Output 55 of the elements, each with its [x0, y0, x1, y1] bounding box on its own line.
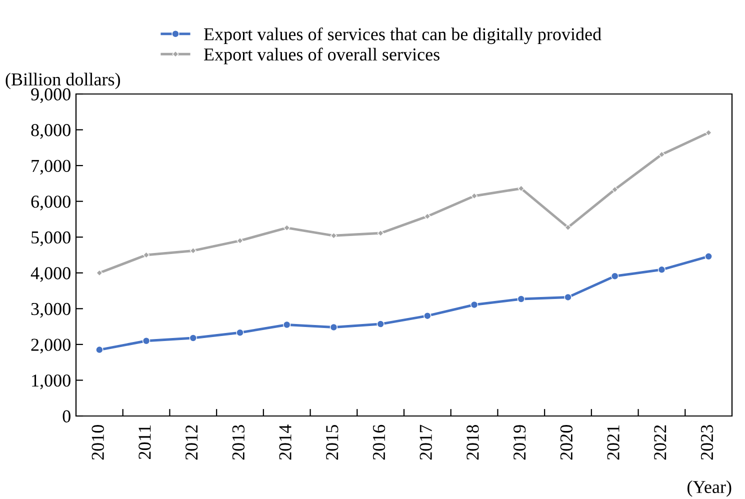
point	[518, 185, 524, 192]
y-tick-label: 7,000	[32, 160, 70, 175]
point	[330, 323, 338, 332]
x-tick-label: 2014	[279, 424, 292, 460]
point	[142, 252, 150, 258]
y-tick-label: 2,000	[31, 338, 70, 354]
legend-label: Export values of services that can be digitally provided	[204, 27, 602, 44]
y-tick-label: 5,000	[32, 231, 70, 246]
point	[658, 151, 666, 158]
x-tick-label: 2013	[232, 425, 245, 460]
point	[470, 300, 478, 309]
x-tick-label: 2020	[560, 425, 573, 460]
point	[517, 295, 525, 303]
point	[470, 192, 478, 200]
legend-label: Export values of overall services	[204, 48, 440, 64]
point	[705, 129, 712, 136]
x-tick-label: 2010	[92, 425, 104, 460]
point	[377, 230, 384, 236]
x-tick-label: 2022	[654, 425, 666, 460]
point	[284, 224, 290, 232]
x-tick-label: 2011	[138, 425, 151, 459]
point	[142, 337, 150, 345]
point	[658, 266, 666, 274]
y-tick-label: 9,000	[31, 88, 70, 104]
point	[612, 186, 618, 193]
x-tick-label: 2015	[326, 425, 338, 460]
x-tick-label: 2017	[420, 424, 432, 460]
y-axis-title: (Billion dollars)	[6, 72, 120, 90]
x-tick-label: 2016	[372, 424, 386, 460]
x-axis-title: (Year)	[687, 480, 732, 497]
y-tick-label: 3,000	[31, 302, 70, 318]
point	[424, 213, 431, 220]
point	[564, 293, 572, 302]
point	[376, 320, 384, 328]
point	[96, 270, 103, 276]
x-tick-label: 2012	[185, 425, 198, 460]
point	[424, 312, 432, 320]
point	[236, 237, 244, 244]
x-tick-label: 2018	[466, 425, 479, 460]
y-tick-label: 0	[62, 410, 70, 422]
point	[96, 346, 104, 354]
point	[236, 328, 244, 336]
point	[704, 252, 712, 260]
point	[189, 334, 197, 342]
x-tick-label: 2023	[700, 425, 714, 460]
x-tick-label: 2019	[513, 425, 526, 460]
point	[611, 272, 619, 280]
y-tick-label: 6,000	[31, 196, 70, 210]
y-tick-label: 8,000	[31, 124, 70, 139]
point	[564, 224, 572, 231]
y-tick-label: 4,000	[30, 267, 70, 282]
point	[283, 320, 291, 329]
point	[330, 232, 338, 239]
x-tick-label: 2021	[607, 425, 620, 460]
y-tick-label: 1,000	[32, 374, 70, 390]
